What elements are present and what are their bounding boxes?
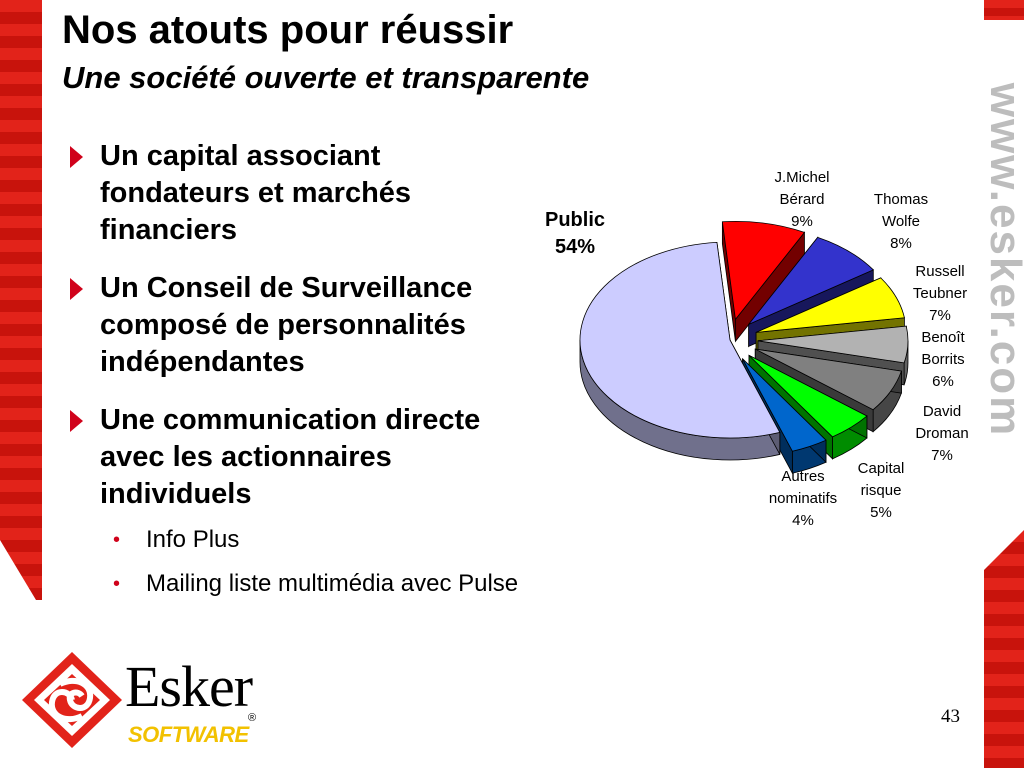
- logo-wordmark: Esker: [125, 654, 253, 719]
- slice-value-label: 7%: [929, 307, 951, 324]
- slice-name-label: Borrits: [921, 351, 964, 368]
- slice-value-label: 5%: [870, 504, 892, 521]
- right-band-corner: [984, 530, 1024, 570]
- slice-name-label: Capital: [858, 460, 905, 477]
- slice-name-label: Thomas: [874, 191, 928, 208]
- slice-name-label: Bérard: [779, 191, 824, 208]
- bullet-line: fondateurs et marchés: [100, 177, 412, 209]
- slide-title: Nos atouts pour réussir: [62, 8, 514, 52]
- sub-bullet-text: Mailing liste multimédia avec Pulse: [146, 570, 519, 597]
- slice-value-label: 9%: [791, 213, 813, 230]
- bullet-line: individuels: [100, 478, 252, 510]
- bullet-capital: Un capital associant fondateurs et march…: [62, 138, 562, 249]
- slice-value-label: 4%: [792, 512, 814, 529]
- bullet-line: indépendantes: [100, 346, 305, 378]
- pie-slice: [755, 348, 902, 411]
- slice-name-label: Droman: [915, 425, 968, 442]
- sub-bullet-mailing: • Mailing liste multimédia avec Pulse: [62, 569, 562, 599]
- bullet-list: Un capital associant fondateurs et march…: [62, 138, 562, 613]
- esker-logo-icon: [22, 652, 122, 748]
- bullet-line: Un Conseil de Surveillance: [100, 272, 473, 304]
- bullet-conseil: Un Conseil de Surveillance composé de pe…: [62, 270, 562, 381]
- pie-slice: [742, 358, 827, 452]
- bullet-line: avec les actionnaires: [100, 441, 392, 473]
- bullet-line: Un capital associant: [100, 140, 381, 172]
- slice-name-label: Autres: [781, 468, 824, 485]
- logo-tagline: SOFTWARE: [128, 722, 249, 747]
- slide-number: 43: [941, 706, 960, 727]
- pie-slice: [721, 221, 806, 321]
- slice-name-label: Teubner: [913, 285, 967, 302]
- slice-name-label: risque: [861, 482, 902, 499]
- bullet-line: Une communication directe: [100, 404, 481, 436]
- left-decorative-band: [0, 0, 42, 600]
- pie-slice: [748, 236, 875, 325]
- bullet-line: composé de personnalités: [100, 309, 466, 341]
- registered-mark: ®: [248, 712, 257, 724]
- slice-name-label: Russell: [915, 263, 964, 280]
- slice-name-label: Public: [545, 209, 605, 231]
- pie-slice: [748, 355, 868, 438]
- dot-bullet-icon: •: [113, 529, 121, 551]
- slice-value-label: 54%: [555, 236, 595, 258]
- bullet-line: financiers: [100, 214, 237, 246]
- right-decorative-band-top: [984, 0, 1024, 20]
- slice-name-label: David: [923, 403, 961, 420]
- slice-name-label: nominatifs: [769, 490, 837, 507]
- shareholder-pie-chart: J.Michel Bérard 9% Thomas Wolfe 8%Russell Teub…: [545, 169, 969, 529]
- slice-name-label: J.Michel: [774, 169, 829, 186]
- bullet-communication: Une communication directe avec les actio…: [62, 402, 562, 513]
- slice-value-label: 7%: [931, 447, 953, 464]
- slice-name-label: Benoît: [921, 329, 965, 346]
- pie-slice: [755, 277, 905, 333]
- slice-name-label: Wolfe: [882, 213, 920, 230]
- left-band-corner: [0, 540, 42, 610]
- pie-slice: [579, 241, 781, 439]
- dot-bullet-icon: •: [113, 573, 121, 595]
- sub-bullet-info-plus: • Info Plus: [62, 525, 562, 555]
- triangle-bullet-icon: [70, 278, 83, 300]
- slice-value-label: 8%: [890, 235, 912, 252]
- slice-value-label: 6%: [932, 373, 954, 390]
- sub-bullet-text: Info Plus: [146, 526, 240, 553]
- pie-slice: [757, 325, 909, 364]
- vertical-website-url: www.esker.com: [981, 82, 1024, 438]
- triangle-bullet-icon: [70, 146, 83, 168]
- triangle-bullet-icon: [70, 410, 83, 432]
- slide-subtitle: Une société ouverte et transparente: [62, 60, 590, 95]
